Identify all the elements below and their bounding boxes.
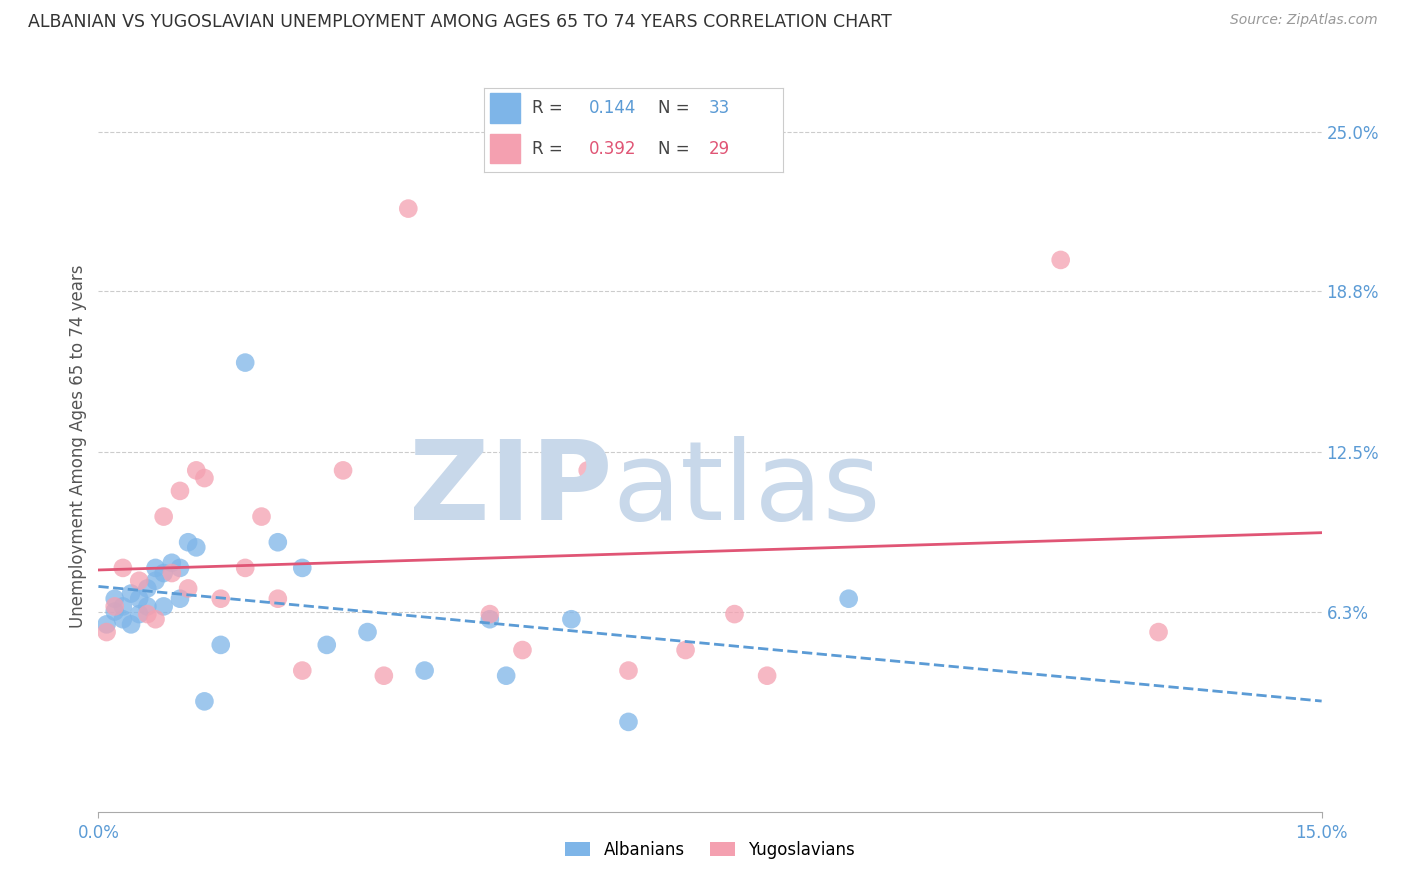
Point <box>160 566 183 580</box>
Point <box>723 607 745 621</box>
Point <box>233 561 256 575</box>
Point <box>478 607 501 621</box>
Point <box>128 574 150 588</box>
Point <box>413 664 436 678</box>
Point <box>209 591 232 606</box>
Point <box>120 586 142 600</box>
Point <box>267 535 290 549</box>
Point <box>617 664 640 678</box>
Point <box>186 463 208 477</box>
Point <box>315 638 337 652</box>
Point <box>209 638 232 652</box>
Point <box>233 355 256 369</box>
Point <box>128 607 150 621</box>
Point <box>152 599 174 614</box>
Point <box>145 612 167 626</box>
Y-axis label: Unemployment Among Ages 65 to 74 years: Unemployment Among Ages 65 to 74 years <box>69 264 87 628</box>
Point <box>1147 625 1170 640</box>
Point <box>1049 252 1071 267</box>
Point <box>291 664 314 678</box>
Point <box>111 612 134 626</box>
Point <box>250 509 273 524</box>
Point <box>136 599 159 614</box>
Point <box>495 669 517 683</box>
Point <box>104 591 127 606</box>
Point <box>478 612 501 626</box>
Point <box>512 643 534 657</box>
Legend: Albanians, Yugoslavians: Albanians, Yugoslavians <box>558 834 862 865</box>
Point <box>617 714 640 729</box>
Point <box>136 607 159 621</box>
Text: ALBANIAN VS YUGOSLAVIAN UNEMPLOYMENT AMONG AGES 65 TO 74 YEARS CORRELATION CHART: ALBANIAN VS YUGOSLAVIAN UNEMPLOYMENT AMO… <box>28 13 891 31</box>
Point <box>120 617 142 632</box>
Text: atlas: atlas <box>612 436 880 543</box>
Point <box>111 561 134 575</box>
Point <box>136 582 159 596</box>
Point <box>145 561 167 575</box>
Point <box>104 599 127 614</box>
Point <box>104 605 127 619</box>
Point <box>332 463 354 477</box>
Point <box>291 561 314 575</box>
Point <box>267 591 290 606</box>
Point <box>560 612 582 626</box>
Point <box>145 574 167 588</box>
Point <box>128 591 150 606</box>
Point <box>756 669 779 683</box>
Point <box>169 591 191 606</box>
Point <box>576 463 599 477</box>
Point <box>186 541 208 555</box>
Point <box>838 591 860 606</box>
Point <box>373 669 395 683</box>
Point <box>356 625 378 640</box>
Point <box>96 625 118 640</box>
Point <box>193 471 215 485</box>
Point <box>152 509 174 524</box>
Text: Source: ZipAtlas.com: Source: ZipAtlas.com <box>1230 13 1378 28</box>
Point <box>169 483 191 498</box>
Point <box>160 556 183 570</box>
Point <box>111 599 134 614</box>
Point <box>193 694 215 708</box>
Point <box>177 535 200 549</box>
Point <box>96 617 118 632</box>
Point <box>152 566 174 580</box>
Text: ZIP: ZIP <box>409 436 612 543</box>
Point <box>169 561 191 575</box>
Point <box>177 582 200 596</box>
Point <box>396 202 419 216</box>
Point <box>675 643 697 657</box>
